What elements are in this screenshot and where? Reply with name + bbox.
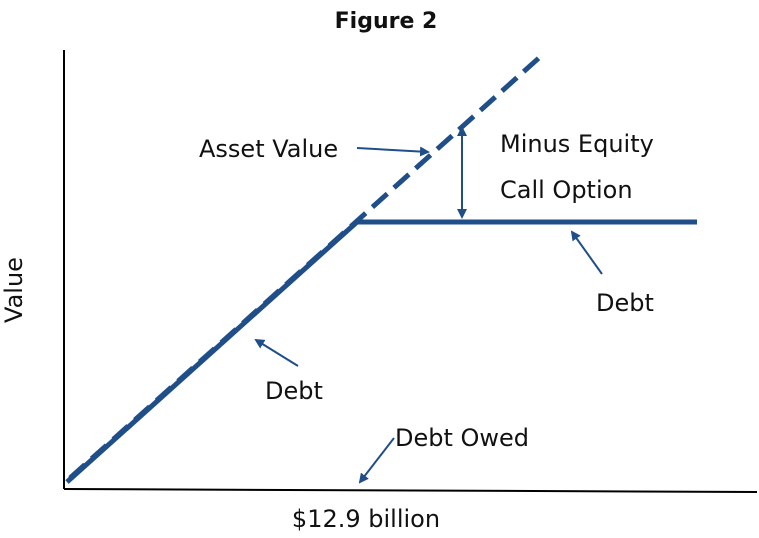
y-axis-label: Value [0, 257, 28, 323]
minus-equity-label-line1: Minus Equity [500, 130, 654, 158]
x-tick-label: $12.9 billion [292, 505, 440, 533]
debt-right-pointer-arrow [570, 230, 603, 275]
debt-right-label: Debt [596, 289, 654, 317]
debt-left-pointer-arrow [254, 338, 299, 367]
debt-owed-label: Debt Owed [395, 424, 529, 452]
debt-payoff-line [65, 219, 697, 484]
x-axis [63, 488, 758, 493]
asset-value-label: Asset Value [199, 135, 338, 163]
minus-equity-label-line2: Call Option [500, 176, 633, 204]
figure-title: Figure 2 [335, 9, 438, 34]
debt-left-label: Debt [265, 377, 323, 405]
debt-owed-pointer-arrow [358, 437, 395, 484]
asset-value-pointer-arrow [356, 146, 430, 157]
